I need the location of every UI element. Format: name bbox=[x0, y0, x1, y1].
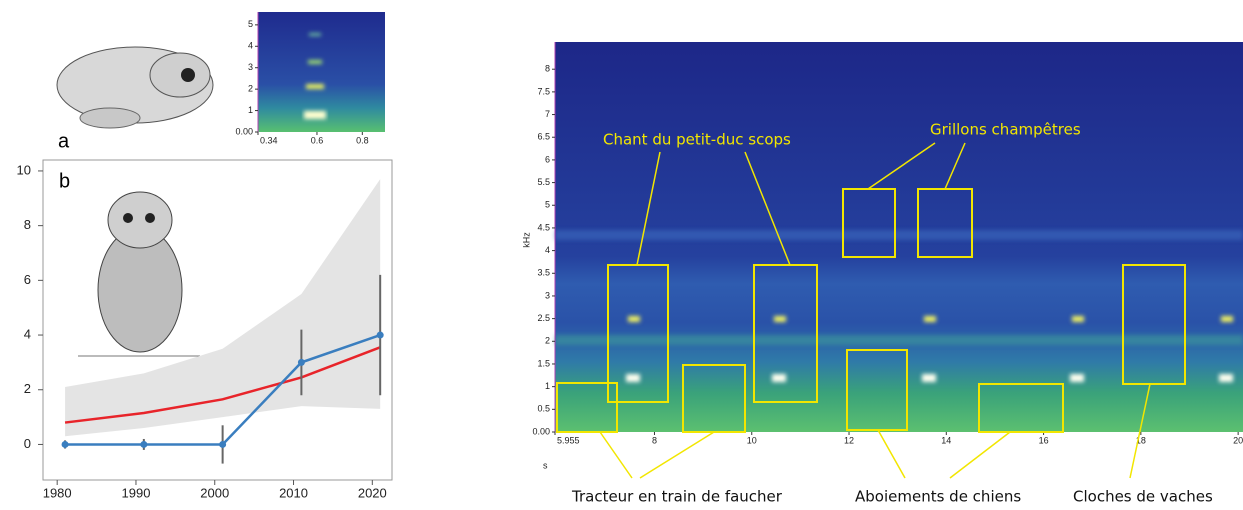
y-tick-label: 0 bbox=[24, 436, 31, 451]
annotation: Grillons champêtres bbox=[930, 121, 1081, 139]
x-tick-label: 2010 bbox=[279, 485, 308, 500]
data-point bbox=[62, 441, 69, 448]
y-tick-label: 3 bbox=[248, 62, 253, 72]
x-tick-label: 16 bbox=[1039, 435, 1049, 445]
y-tick-label: 1.5 bbox=[537, 358, 550, 368]
x-tick-label: 8 bbox=[652, 435, 657, 445]
y-tick-label: 8 bbox=[24, 217, 31, 232]
y-tick-label: 1 bbox=[545, 381, 550, 391]
x-tick-label: 2000 bbox=[200, 485, 229, 500]
y-tick-label: 6 bbox=[24, 272, 31, 287]
data-point bbox=[377, 332, 384, 339]
y-tick-label: 2.5 bbox=[537, 313, 550, 323]
y-tick-label: 2 bbox=[248, 84, 253, 94]
annotation: Tracteur en train de faucher bbox=[571, 488, 783, 506]
y-tick-label: 4 bbox=[545, 245, 550, 255]
y-tick-label: 3.5 bbox=[537, 268, 550, 278]
y-tick-label: 2 bbox=[545, 336, 550, 346]
x-tick-label: 14 bbox=[941, 435, 951, 445]
figure: 198019902000201020200246810b0.00123450.3… bbox=[0, 0, 1243, 510]
y-tick-label: 4 bbox=[248, 41, 253, 51]
frog-illustration bbox=[57, 47, 213, 128]
y-axis-label: kHz bbox=[521, 232, 531, 248]
annotation: Chant du petit-duc scops bbox=[603, 131, 791, 149]
panel-label: b bbox=[59, 170, 70, 192]
data-point bbox=[140, 441, 147, 448]
y-tick-label: 5 bbox=[545, 200, 550, 210]
y-tick-label: 0.00 bbox=[235, 126, 253, 136]
data-point bbox=[219, 441, 226, 448]
data-point bbox=[298, 359, 305, 366]
x-tick-label: 2020 bbox=[358, 485, 387, 500]
y-tick-label: 5.5 bbox=[537, 177, 550, 187]
y-tick-label: 10 bbox=[17, 162, 31, 177]
y-tick-label: 8 bbox=[545, 64, 550, 74]
x-tick-label: 20 bbox=[1233, 435, 1243, 445]
y-tick-label: 0.00 bbox=[532, 426, 550, 436]
x-tick-label: 12 bbox=[844, 435, 854, 445]
x-tick-label: 1990 bbox=[122, 485, 151, 500]
x-tick-label: 0.6 bbox=[311, 135, 324, 145]
x-axis-label: s bbox=[543, 460, 548, 470]
x-tick-label: 0.8 bbox=[356, 135, 369, 145]
leader-line bbox=[600, 432, 632, 478]
panel-label: a bbox=[58, 130, 70, 152]
x-tick-label: 5.955 bbox=[557, 435, 580, 445]
x-tick-label: 1980 bbox=[43, 485, 72, 500]
y-tick-label: 7.5 bbox=[537, 86, 550, 96]
y-tick-label: 6.5 bbox=[537, 132, 550, 142]
owl-illustration bbox=[78, 192, 200, 356]
y-tick-label: 3 bbox=[545, 290, 550, 300]
x-tick-label: 10 bbox=[747, 435, 757, 445]
y-tick-label: 7 bbox=[545, 109, 550, 119]
annotation: Cloches de vaches bbox=[1073, 488, 1213, 506]
y-tick-label: 4.5 bbox=[537, 222, 550, 232]
annotation: Aboiements de chiens bbox=[855, 488, 1021, 506]
leader-line bbox=[878, 430, 905, 478]
y-tick-label: 2 bbox=[24, 381, 31, 396]
y-tick-label: 0.5 bbox=[537, 404, 550, 414]
y-tick-label: 5 bbox=[248, 19, 253, 29]
leader-line bbox=[950, 432, 1010, 478]
y-tick-label: 1 bbox=[248, 105, 253, 115]
y-tick-label: 6 bbox=[545, 154, 550, 164]
y-tick-label: 4 bbox=[24, 326, 31, 341]
x-tick-label: 0.34 bbox=[260, 135, 278, 145]
